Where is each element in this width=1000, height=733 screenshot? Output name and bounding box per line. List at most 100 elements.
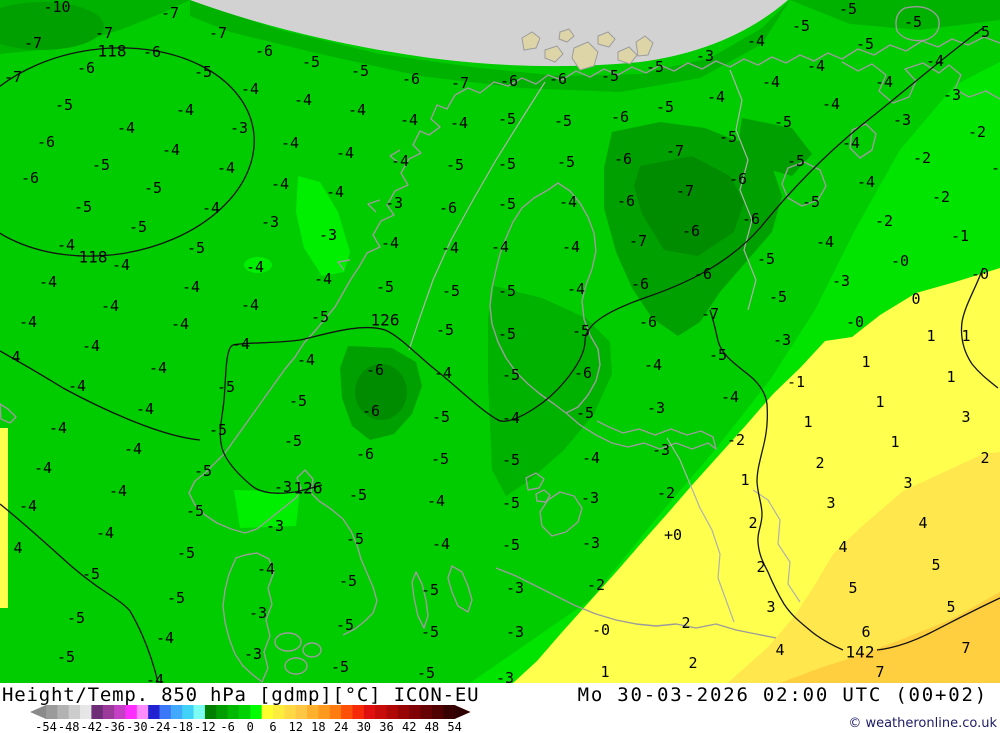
temp-label: -6 [20, 169, 40, 187]
tan-islands [521, 28, 654, 71]
colorbar-cell [284, 705, 297, 719]
temp-label: -4 [440, 239, 460, 257]
temp-label: -6 [76, 59, 96, 77]
colorbar-cell [363, 705, 376, 719]
temp-label: 3 [826, 494, 836, 512]
temp-label: -5 [855, 35, 875, 53]
temp-label: 1 [946, 368, 956, 386]
temp-label: -5 [718, 128, 738, 146]
temp-label: -4 [558, 193, 578, 211]
temp-label: -5 [193, 462, 213, 480]
temp-label: -5 [430, 450, 450, 468]
temp-label: -4 [240, 296, 260, 314]
colorbar-cell [431, 705, 444, 719]
temp-label: -5 [497, 195, 517, 213]
temp-label: -5 [497, 325, 517, 343]
temp-label: -4 [135, 400, 155, 418]
temp-label: -5 [345, 530, 365, 548]
temp-label: -5 [501, 451, 521, 469]
temp-label: 2 [815, 454, 825, 472]
temp-label: -5 [497, 282, 517, 300]
temp-label: -5 [571, 322, 591, 340]
colorbar-tick-label: 18 [311, 720, 325, 733]
temp-label: -4 [216, 159, 236, 177]
colorbar-tick-label: 54 [447, 720, 461, 733]
temp-label: 3 [903, 474, 913, 492]
temp-label: -5 [310, 308, 330, 326]
temp-label: 3 [961, 408, 971, 426]
temp-label: 4 [13, 539, 23, 557]
colorbar-cell [148, 705, 160, 719]
temp-label: -4 [18, 497, 38, 515]
temp-label: -5 [288, 392, 308, 410]
colorbar-tick-label: -6 [220, 720, 234, 733]
colorbar-cell [114, 705, 126, 719]
temp-label: -5 [301, 53, 321, 71]
colorbar-tick-label: 42 [402, 720, 416, 733]
temp-label: -4 [293, 91, 313, 109]
temp-label: 3 [766, 598, 776, 616]
temp-label: -5 [420, 581, 440, 599]
temp-label: -5 [350, 62, 370, 80]
temp-label: -4 [399, 111, 419, 129]
colorbar-cell [273, 705, 285, 719]
temp-label: -3 [505, 579, 525, 597]
temp-label: -4 [116, 119, 136, 137]
temp-label: -4 [561, 238, 581, 256]
colorbar-cell [68, 705, 81, 719]
temp-label: -4 [81, 337, 101, 355]
colorbar-cell [125, 705, 138, 719]
colorbar-cell [307, 705, 319, 719]
temp-label: -3 [942, 86, 962, 104]
temp-label: -3 [892, 111, 912, 129]
temp-label: -6 [548, 70, 568, 88]
temp-label: -7 [3, 68, 23, 86]
temp-label: -7 [700, 305, 720, 323]
colorbar-cell [341, 705, 353, 719]
temp-label: -5 [330, 658, 350, 676]
colorbar-cell [375, 705, 387, 719]
copyright-link[interactable]: © weatheronline.co.uk [848, 716, 997, 731]
legend-title: Height/Temp. 850 hPa [gdmp][°C] ICON-EU [2, 684, 480, 706]
temp-label: -5 [420, 623, 440, 641]
colorbar-cell [420, 705, 433, 719]
temp-label: -3 [495, 669, 515, 683]
temp-label: -4 [280, 134, 300, 152]
colorbar-cell [318, 705, 331, 719]
temp-label: -5 [91, 156, 111, 174]
temp-label: -4 [815, 233, 835, 251]
temp-label: -6 [681, 222, 701, 240]
temp-label: -10 [43, 0, 71, 16]
field-yellow-mid [728, 452, 1000, 683]
temp-label: -6 [693, 265, 713, 283]
temp-label: -4 [48, 419, 68, 437]
colorbar-tick-label: -42 [81, 720, 103, 733]
temp-label: -4 [501, 409, 521, 427]
colorbar-cell [57, 705, 70, 719]
temp-label: -2 [586, 576, 606, 594]
temp-label: -3 [318, 226, 338, 244]
temp-label: 1 [926, 327, 936, 345]
temp-label: -5 [81, 565, 101, 583]
temp-label: -5 [56, 648, 76, 666]
temp-label: -4 [175, 101, 195, 119]
field-bright-oslo [234, 490, 300, 528]
colorbar-tick-label: -12 [194, 720, 216, 733]
temp-label: 5 [946, 598, 956, 616]
temp-label: 1 [875, 393, 885, 411]
temp-label: -6 [499, 72, 519, 90]
temp-label: -5 [441, 282, 461, 300]
colorbar-tick-label: 0 [247, 720, 254, 733]
temp-label: -5 [556, 153, 576, 171]
height-contours [0, 27, 1000, 683]
colorbar-cell [227, 705, 240, 719]
temp-label: -4 [347, 101, 367, 119]
country-borders [408, 69, 801, 623]
temp-label: -7 [665, 142, 685, 160]
temp-label: -4 [746, 32, 766, 50]
colorbar-cell [295, 705, 308, 719]
temp-label: -0 [970, 265, 990, 283]
temp-label: 1 [740, 471, 750, 489]
temp-label: -5 [73, 198, 93, 216]
